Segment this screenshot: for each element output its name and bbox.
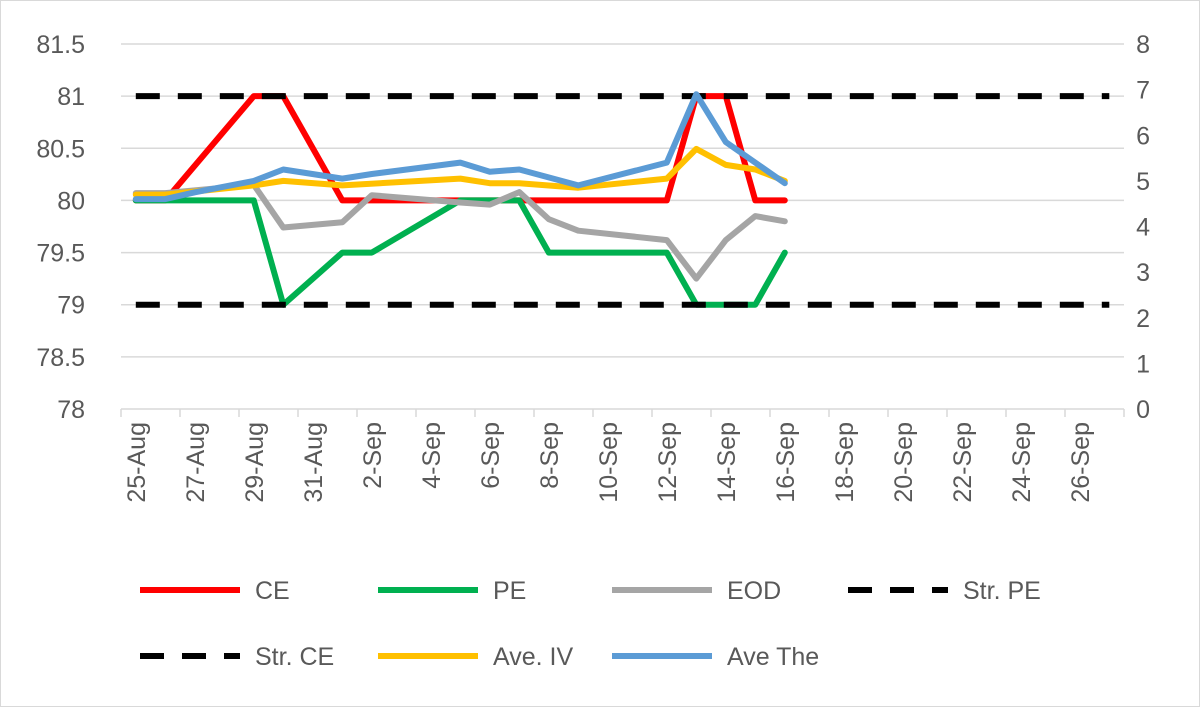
series-line-pe: [132, 197, 788, 308]
left-axis-ticks: 78 78.5 79 79.5 80 80.5 81 81.5: [36, 31, 85, 424]
legend-label: Str. CE: [255, 643, 334, 671]
right-tick-label: 2: [1136, 305, 1150, 333]
left-tick-label: 81: [57, 83, 85, 111]
x-tick-label: 6-Sep: [477, 422, 505, 489]
legend-label: Str. PE: [963, 577, 1041, 605]
x-tick-label: 2-Sep: [359, 422, 387, 489]
x-axis-ticks: 25-Aug 27-Aug 29-Aug 31-Aug 2-Sep 4-Sep 6-Sep 8…: [123, 422, 1095, 503]
legend-label: PE: [493, 577, 526, 605]
right-tick-label: 4: [1136, 214, 1150, 242]
x-tick-label: 24-Sep: [1008, 422, 1036, 503]
x-tick-label: 31-Aug: [300, 422, 328, 503]
series-line-ave-iv: [132, 145, 788, 198]
left-tick-label: 80: [57, 187, 85, 215]
left-tick-label: 79: [57, 292, 85, 320]
right-tick-label: 0: [1136, 396, 1150, 424]
axes: [120, 408, 1125, 417]
left-tick-label: 79.5: [36, 240, 85, 268]
right-tick-label: 7: [1136, 77, 1150, 105]
right-tick-label: 8: [1136, 31, 1150, 59]
series-lines: [132, 91, 1110, 308]
series-line-ave-the: [132, 91, 788, 203]
legend-label: CE: [255, 577, 290, 605]
right-tick-label: 6: [1136, 122, 1150, 150]
x-tick-label: 10-Sep: [595, 422, 623, 503]
x-tick-label: 4-Sep: [418, 422, 446, 489]
x-tick-label: 25-Aug: [123, 422, 151, 503]
x-tick-label: 18-Sep: [831, 422, 859, 503]
x-tick-label: 27-Aug: [182, 422, 210, 503]
legend-label: Ave The: [727, 643, 819, 671]
x-tick-label: 16-Sep: [772, 422, 800, 503]
left-tick-label: 81.5: [36, 31, 85, 59]
x-tick-label: 29-Aug: [241, 422, 269, 503]
legend-label: EOD: [727, 577, 781, 605]
legend-label: Ave. IV: [493, 643, 573, 671]
x-tick-label: 20-Sep: [890, 422, 918, 503]
x-tick-label: 12-Sep: [654, 422, 682, 503]
right-tick-label: 5: [1136, 168, 1150, 196]
series-line-eod: [132, 181, 788, 282]
x-tick-label: 26-Sep: [1067, 422, 1095, 503]
x-tick-label: 14-Sep: [713, 422, 741, 503]
right-tick-label: 3: [1136, 259, 1150, 287]
x-tick-label: 8-Sep: [536, 422, 564, 489]
legend: CE PE EOD Str. PE Str. CE Ave. IV Ave The: [140, 577, 1041, 671]
x-tick-label: 22-Sep: [949, 422, 977, 503]
left-tick-label: 78: [57, 396, 85, 424]
left-tick-label: 78.5: [36, 344, 85, 372]
right-axis-ticks: 0 1 2 3 4 5 6 7 8: [1136, 31, 1150, 424]
left-tick-label: 80.5: [36, 135, 85, 163]
series-line-ce: [132, 93, 788, 204]
right-tick-label: 1: [1136, 350, 1150, 378]
